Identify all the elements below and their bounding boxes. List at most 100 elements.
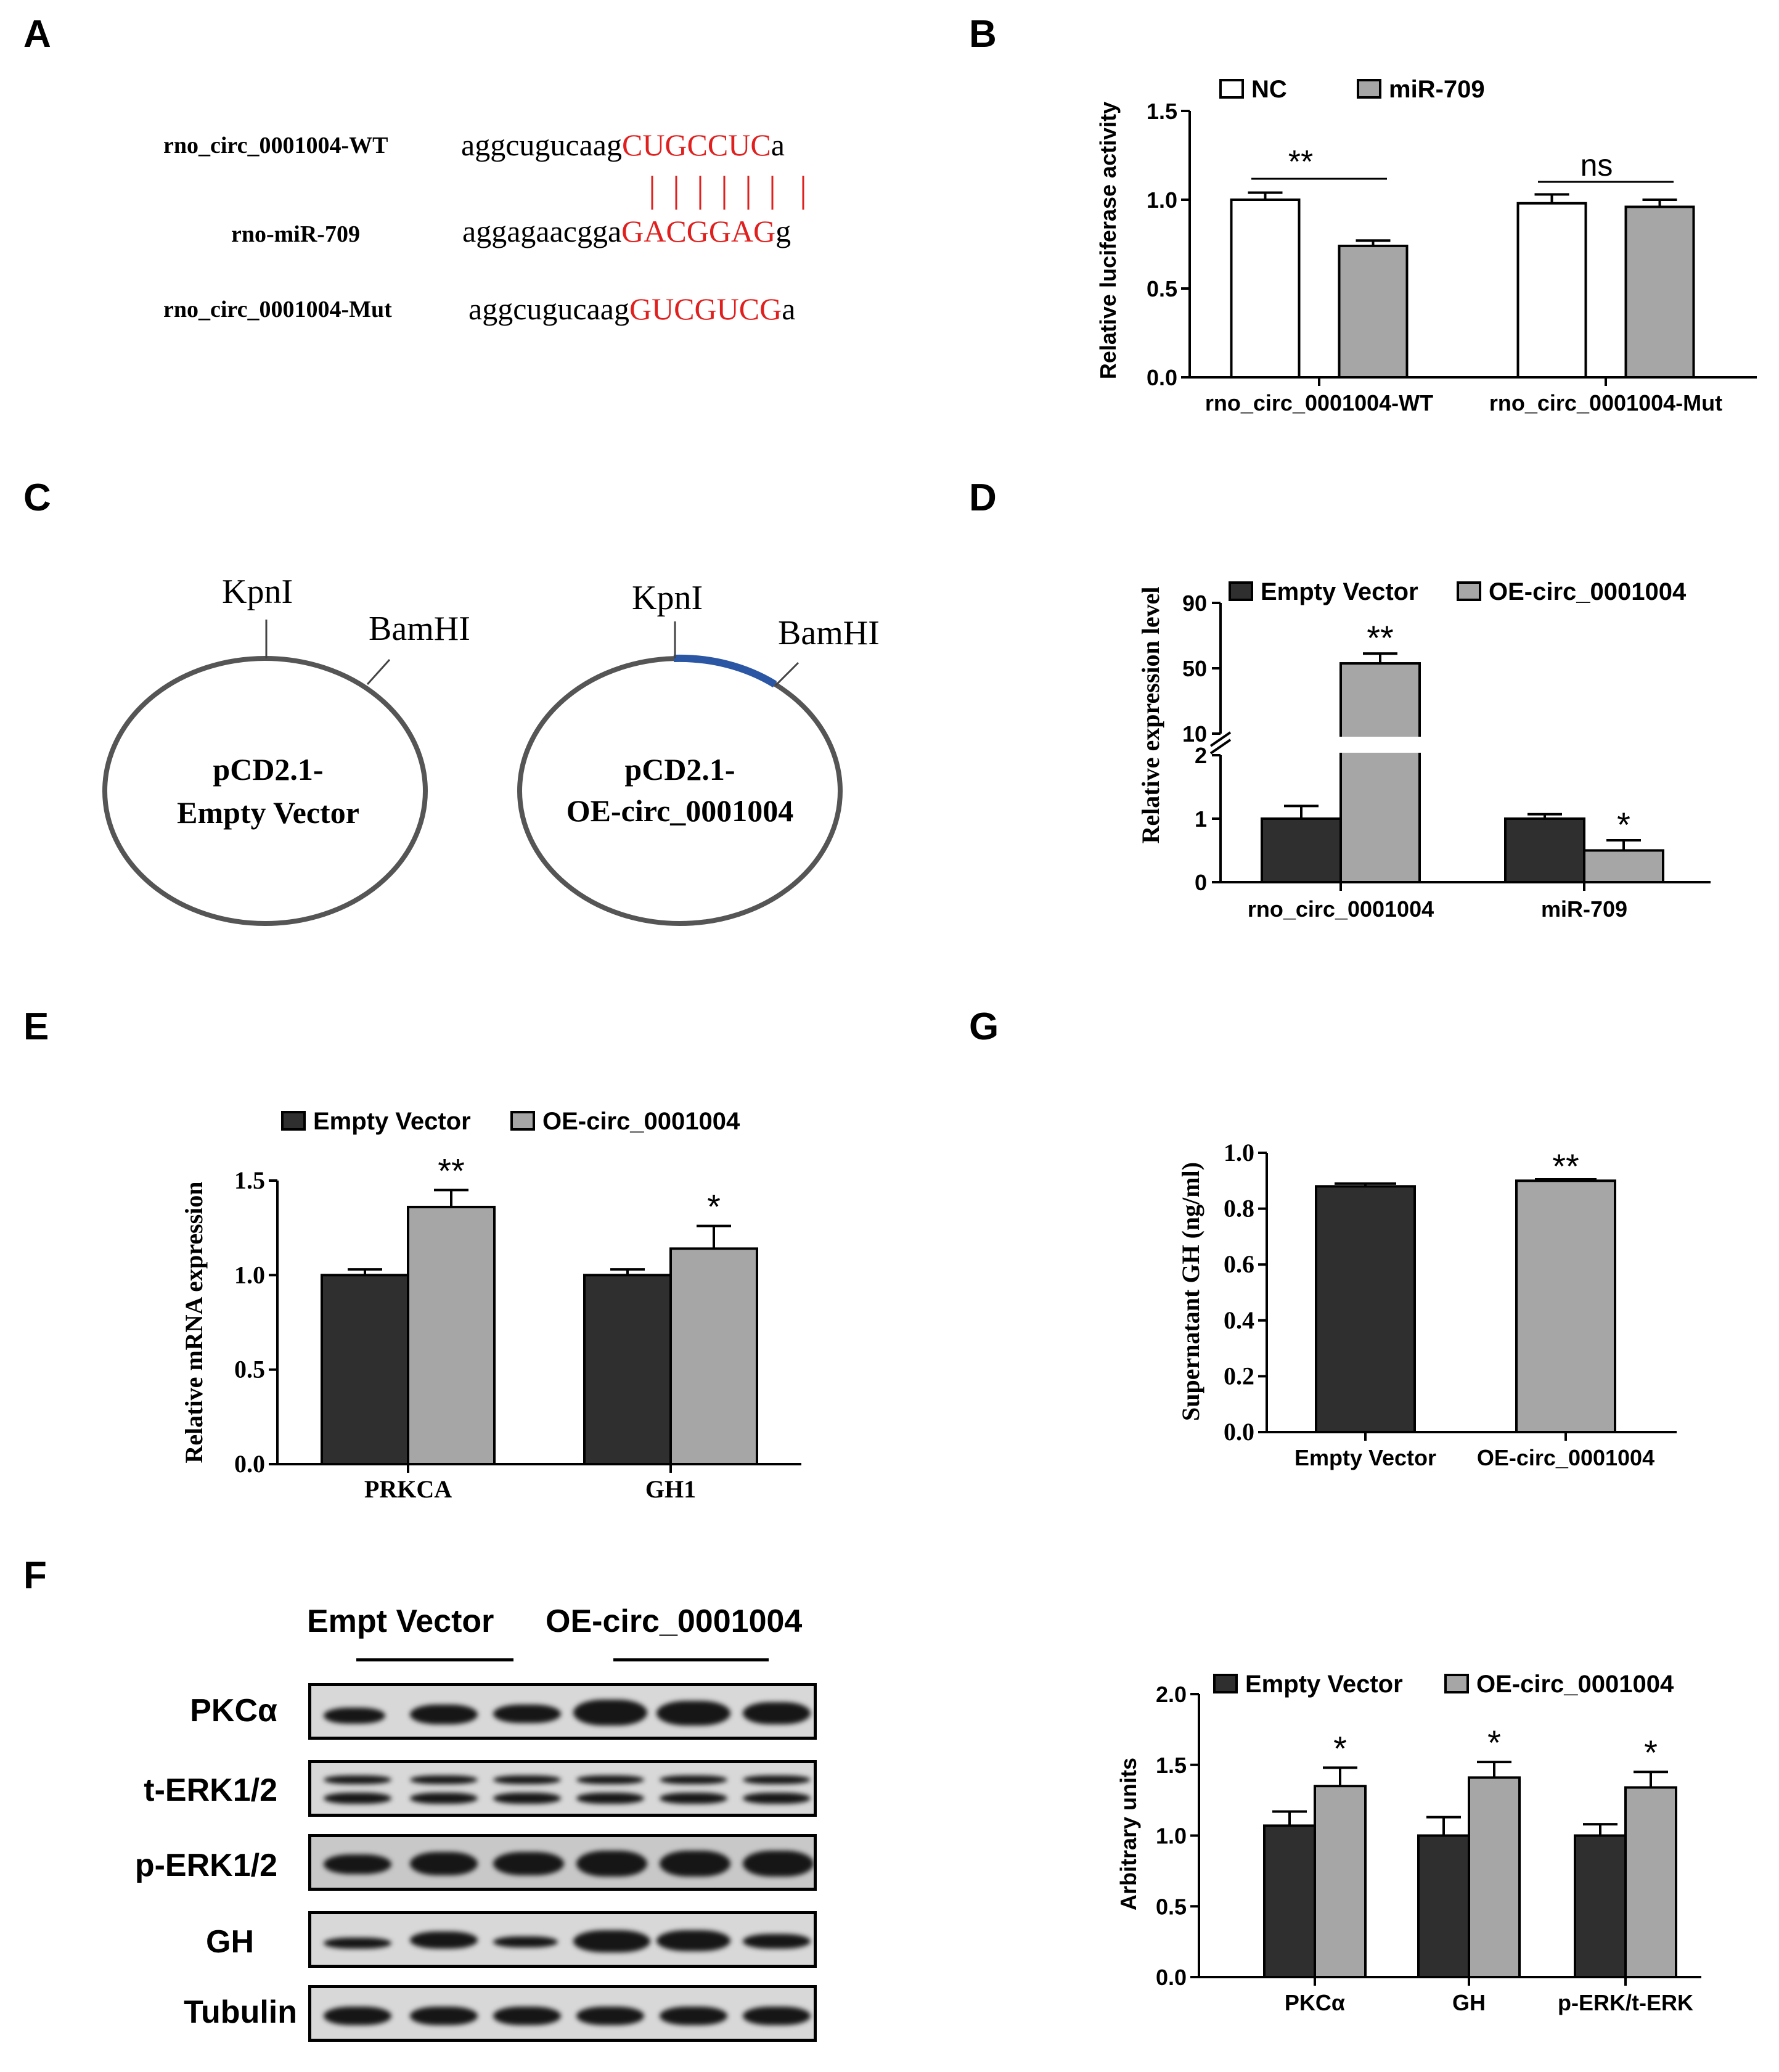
significance-label: ** bbox=[438, 1151, 465, 1190]
y-tick-label: 2 bbox=[1195, 743, 1207, 768]
bar-empty-vector-1 bbox=[1417, 1834, 1470, 1978]
blot-header-oe: OE-circ_0001004 bbox=[546, 1603, 803, 1639]
chart-f-y-tick-label: 1.5 bbox=[1156, 1753, 1187, 1778]
y-tick-label: 10 bbox=[1182, 721, 1207, 747]
significance-label: ns bbox=[1581, 148, 1613, 182]
legend-label: Empty Vector bbox=[1261, 578, 1418, 605]
bar-oe-circ-0001004-1 bbox=[669, 1247, 758, 1466]
legend-swatch bbox=[1357, 79, 1381, 99]
legend-label: OE-circ_0001004 bbox=[542, 1108, 740, 1135]
axis-break-mark bbox=[1209, 739, 1232, 755]
x-tick-label: OE-circ_0001004 bbox=[1477, 1445, 1654, 1470]
chart-e-y-tick-label: 1.0 bbox=[234, 1261, 265, 1288]
panel-label-f: F bbox=[23, 1554, 47, 1597]
significance-label: ** bbox=[1367, 618, 1394, 657]
chart-d: 0 1 210 50 90 ** rno_circ_0001004 * miR-709 Relat… bbox=[1137, 578, 1711, 922]
legend-swatch bbox=[281, 1111, 306, 1131]
blot-strip-perk bbox=[308, 1834, 817, 1891]
chart-f-y-tick-label: 0.5 bbox=[1156, 1894, 1187, 1919]
bar-1-1 bbox=[1583, 849, 1664, 883]
chart-e-y-tick-label: 0.5 bbox=[234, 1356, 265, 1383]
significance-label: * bbox=[1487, 1723, 1501, 1762]
blot-row-label-tubulin: Tubulin bbox=[184, 1994, 297, 2030]
y-axis-label: Relative expression level bbox=[1137, 587, 1164, 844]
x-tick-label: GH bbox=[1452, 1990, 1486, 2015]
x-tick-label: rno_circ_0001004-WT bbox=[1205, 390, 1433, 416]
bar-mir-709-0 bbox=[1338, 244, 1409, 379]
blot-row-label-terk: t-ERK1/2 bbox=[144, 1772, 277, 1808]
x-tick-label: PKCα bbox=[1285, 1990, 1345, 2015]
bar-oe-circ-0001004-2 bbox=[1624, 1786, 1677, 1978]
legend-swatch bbox=[1229, 581, 1253, 601]
seq-wt: aggcugucaagCUGCCUCa bbox=[461, 128, 785, 162]
axis-break-mark bbox=[1209, 731, 1232, 747]
blot-strip-gh bbox=[308, 1911, 817, 1968]
chart-f: PKCα * GH * p-ERK/t-ERK * Arbitrary units Empty… bbox=[1116, 1671, 1701, 2015]
legend-label: Empty Vector bbox=[1245, 1671, 1403, 1698]
bar-oe-circ-0001004-0 bbox=[407, 1205, 496, 1466]
legend-swatch bbox=[1219, 79, 1244, 99]
seq-label-mir: rno-miR-709 bbox=[231, 221, 360, 247]
seq-mut: aggcugucaagGUCGUCGa bbox=[468, 292, 796, 326]
chart-g-y-tick-label: 0.2 bbox=[1224, 1362, 1254, 1390]
y-tick-label: 50 bbox=[1182, 656, 1207, 681]
chart-e-y-tick-label: 0.0 bbox=[234, 1450, 265, 1478]
chart-g-y-tick-label: 0.0 bbox=[1224, 1418, 1254, 1446]
chart-g-y-axis: 0.0 0.2 0.4 0.6 0.8 1.0 bbox=[1224, 1139, 1268, 1446]
bar-oe-circ-0001004-0 bbox=[1314, 1785, 1367, 1979]
chart-b-y-tick-label: 1.0 bbox=[1147, 187, 1177, 213]
chart-b-y-axis: 0.0 0.5 1.0 1.5 bbox=[1147, 99, 1191, 390]
bar-1-0 bbox=[1339, 662, 1421, 884]
y-axis-label: Relative mRNA expression bbox=[180, 1182, 208, 1464]
panel-label-c: C bbox=[23, 477, 51, 519]
chart-e-y-tick-label: 1.5 bbox=[234, 1166, 265, 1194]
panel-label-d: D bbox=[969, 477, 997, 519]
bar-break-gap bbox=[1337, 737, 1423, 753]
bar-0-0 bbox=[1261, 817, 1342, 883]
bar-1 bbox=[1515, 1179, 1616, 1434]
x-tick-label: PRKCA bbox=[364, 1475, 452, 1503]
seq-label-mut: rno_circ_0001004-Mut bbox=[163, 297, 392, 322]
y-axis-label: Relative luciferase activity bbox=[1095, 102, 1121, 379]
chart-g: Empty Vector OE-circ_0001004 ** Supernatant… bbox=[1177, 1147, 1677, 1470]
bar-empty-vector-0 bbox=[321, 1274, 409, 1465]
significance-label: * bbox=[707, 1187, 721, 1226]
legend-swatch bbox=[1444, 1674, 1469, 1693]
chart-g-y-tick-label: 0.6 bbox=[1224, 1250, 1254, 1278]
y-axis-label: Arbitrary units bbox=[1116, 1758, 1141, 1910]
significance-label: * bbox=[1617, 805, 1630, 844]
chart-f-y-tick-label: 0.0 bbox=[1156, 1965, 1187, 1990]
panel-label-g: G bbox=[969, 1005, 999, 1048]
bar-oe-circ-0001004-1 bbox=[1468, 1776, 1521, 1979]
chart-b-y-tick-label: 0.0 bbox=[1147, 365, 1177, 390]
blot-row-label-gh: GH bbox=[206, 1924, 254, 1960]
chart-b: rno_circ_0001004-WT rno_circ_0001004-Mut R… bbox=[1095, 76, 1757, 416]
chart-f-y-axis: 0.0 0.5 1.0 1.5 2.0 bbox=[1156, 1682, 1200, 1990]
bar-nc-0 bbox=[1230, 199, 1301, 379]
significance-label: ** bbox=[1552, 1147, 1579, 1185]
seq-mir: aggagaacggaGACGGAGg bbox=[462, 214, 791, 248]
blot-row-label-perk: p-ERK1/2 bbox=[134, 1848, 277, 1883]
blot-strip-terk bbox=[308, 1760, 817, 1817]
chart-e: PRKCA ** GH1 * Relative mRNA expression Empty… bbox=[180, 1108, 801, 1503]
legend-label: miR-709 bbox=[1389, 76, 1485, 103]
significance-label: ** bbox=[1288, 144, 1313, 180]
y-tick-label: 90 bbox=[1182, 591, 1207, 616]
panel-label-e: E bbox=[23, 1005, 49, 1048]
blot-strip-pkca bbox=[308, 1683, 817, 1740]
bar-0 bbox=[1315, 1185, 1416, 1433]
y-tick-label: 0 bbox=[1195, 870, 1207, 895]
chart-g-y-tick-label: 0.8 bbox=[1224, 1195, 1254, 1222]
x-tick-label: rno_circ_0001004 bbox=[1248, 896, 1434, 922]
bar-0-1 bbox=[1504, 817, 1585, 883]
significance-label: * bbox=[1644, 1733, 1658, 1772]
chart-e-y-axis: 0.0 0.5 1.0 1.5 bbox=[234, 1166, 279, 1478]
blot-header-empty: Empt Vector bbox=[307, 1603, 494, 1639]
legend-label: Empty Vector bbox=[313, 1108, 471, 1135]
bar-empty-vector-2 bbox=[1574, 1834, 1627, 1978]
chart-g-y-tick-label: 0.4 bbox=[1224, 1306, 1254, 1334]
y-tick-label: 1 bbox=[1195, 806, 1207, 832]
legend-swatch bbox=[1213, 1674, 1238, 1693]
blot-row-label-pkca: PKCα bbox=[190, 1693, 277, 1729]
blot-header-underline-empty bbox=[356, 1658, 513, 1661]
